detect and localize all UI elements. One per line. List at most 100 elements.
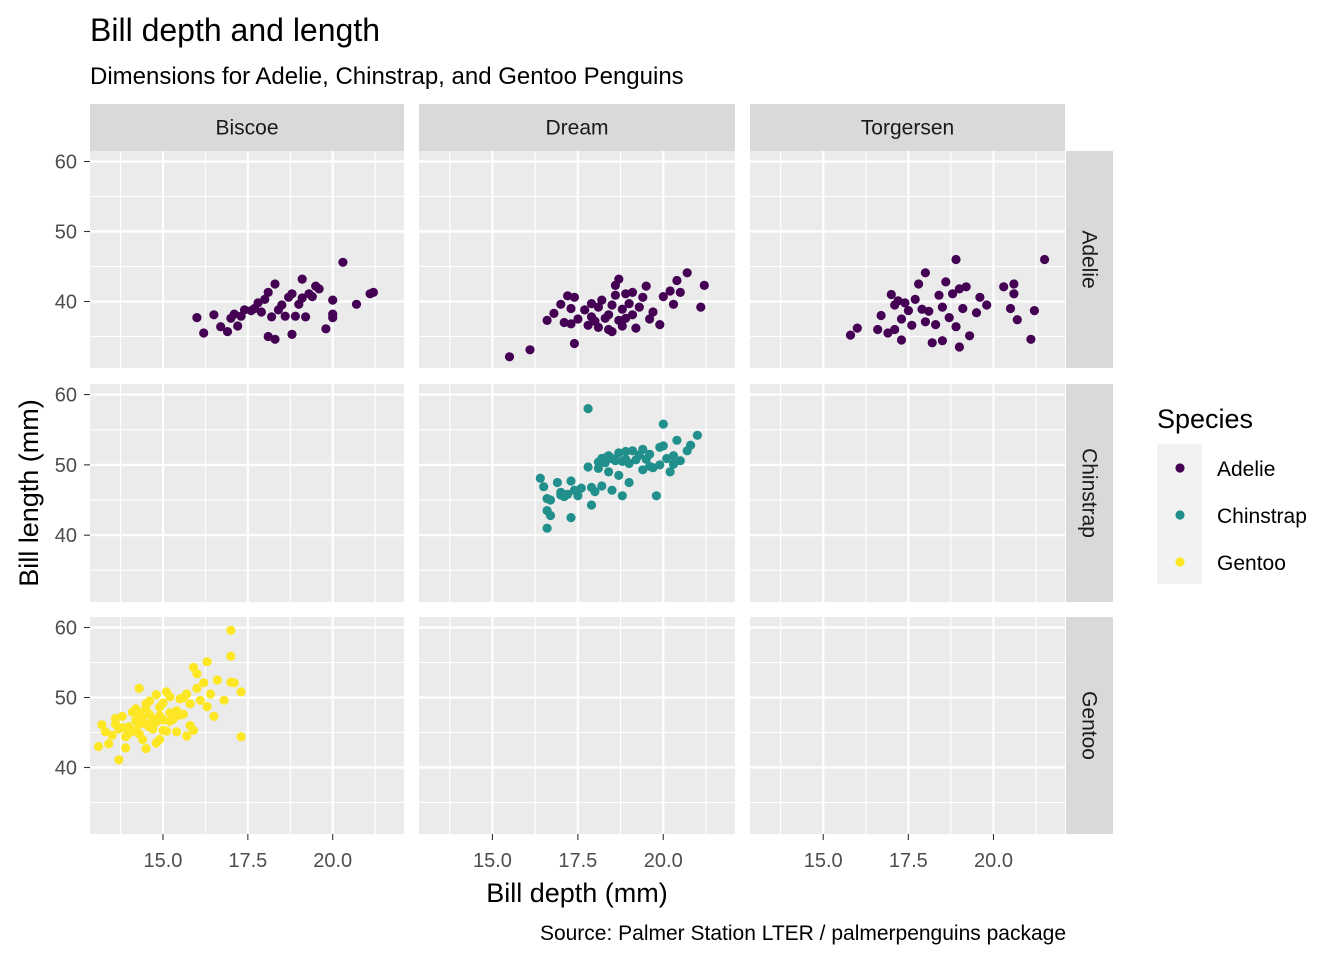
data-point — [614, 448, 624, 458]
data-point — [621, 454, 631, 464]
data-point — [195, 695, 205, 705]
data-point — [226, 625, 236, 635]
legend: Species Adelie Chinstrap Gentoo — [1157, 404, 1307, 584]
data-point — [675, 287, 685, 297]
data-point — [604, 467, 614, 477]
data-point — [121, 732, 131, 742]
data-point — [321, 324, 331, 334]
data-point — [219, 695, 229, 705]
data-point — [97, 720, 107, 730]
data-point — [338, 257, 348, 267]
data-point — [655, 460, 665, 470]
data-point — [597, 295, 607, 305]
data-point — [1005, 303, 1016, 314]
data-point — [127, 707, 137, 717]
data-point — [631, 323, 641, 333]
series-adelie-torgersen — [845, 254, 1050, 352]
data-point — [165, 716, 175, 726]
data-point — [944, 313, 954, 323]
data-point — [937, 302, 948, 312]
data-point — [155, 711, 165, 721]
legend-title: Species — [1157, 404, 1253, 434]
data-point — [1040, 254, 1050, 265]
data-point — [638, 465, 648, 475]
y-tick-label: 40 — [55, 525, 77, 547]
data-point — [655, 442, 665, 452]
data-point — [134, 683, 144, 694]
facet-panel-biscoe-chinstrap — [90, 384, 404, 602]
data-point — [110, 713, 121, 724]
data-point — [627, 310, 638, 320]
data-point — [617, 304, 627, 314]
data-point — [236, 732, 246, 742]
data-point — [260, 294, 270, 304]
y-tick-label: 50 — [55, 688, 77, 710]
data-point — [151, 738, 161, 748]
data-point — [675, 456, 685, 466]
legend-key-adelie — [1175, 463, 1185, 473]
data-point — [896, 314, 907, 324]
data-point — [617, 491, 627, 501]
data-point — [645, 314, 655, 324]
data-point — [267, 312, 277, 322]
data-point — [209, 310, 219, 320]
data-point — [965, 331, 975, 341]
data-point — [883, 328, 893, 338]
data-point — [270, 334, 280, 344]
data-point — [668, 451, 679, 461]
data-point — [610, 290, 621, 300]
data-point — [256, 307, 266, 317]
data-point — [93, 741, 104, 752]
data-point — [226, 651, 236, 661]
data-point — [886, 289, 896, 300]
data-point — [1009, 289, 1019, 299]
y-tick-label: 60 — [55, 152, 77, 174]
facet-panel-torgersen-gentoo — [750, 617, 1065, 834]
data-point — [1012, 315, 1022, 325]
data-point — [535, 473, 545, 483]
data-point — [651, 491, 662, 501]
data-point — [624, 477, 634, 488]
data-point — [951, 322, 961, 332]
facet-panel-dream-adelie — [419, 151, 735, 368]
strip-label: Gentoo — [1078, 691, 1101, 760]
data-point — [539, 482, 549, 492]
data-point — [148, 714, 158, 724]
x-axis-title: Bill depth (mm) — [486, 878, 668, 908]
facet-panel-biscoe-adelie — [90, 151, 404, 368]
y-tick-label: 50 — [55, 222, 77, 244]
data-point — [222, 327, 233, 337]
data-point — [542, 315, 552, 325]
data-point — [648, 307, 658, 317]
data-point — [614, 470, 624, 480]
data-point — [158, 725, 168, 736]
chart-caption: Source: Palmer Station LTER / palmerpeng… — [540, 922, 1066, 945]
data-point — [627, 287, 638, 297]
data-point — [246, 306, 256, 316]
data-point — [931, 320, 941, 330]
data-point — [148, 724, 158, 734]
data-point — [301, 312, 311, 322]
data-point — [114, 755, 124, 765]
data-point — [182, 731, 192, 741]
legend-key-gentoo — [1175, 557, 1185, 567]
data-point — [368, 287, 378, 297]
data-point — [185, 699, 195, 709]
data-point — [600, 453, 610, 463]
legend-label-adelie: Adelie — [1217, 458, 1275, 481]
data-point — [100, 727, 110, 737]
data-point — [638, 444, 648, 454]
data-point — [124, 722, 134, 732]
strip-background — [419, 104, 735, 151]
data-point — [556, 490, 566, 500]
data-point — [590, 487, 600, 497]
data-point — [896, 335, 907, 345]
data-point — [236, 687, 246, 697]
y-axis-title: Bill length (mm) — [14, 399, 44, 587]
x-tick-label: 20.0 — [313, 850, 352, 872]
data-point — [566, 319, 576, 329]
data-point — [982, 300, 992, 310]
data-point — [621, 446, 631, 457]
data-point — [134, 708, 144, 718]
data-point — [202, 657, 212, 667]
